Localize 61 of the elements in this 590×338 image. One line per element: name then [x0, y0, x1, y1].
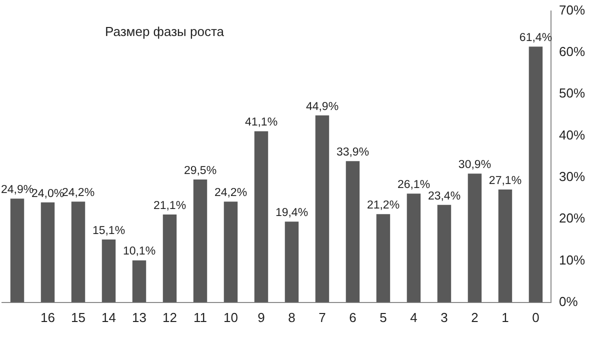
- bar: [254, 131, 268, 302]
- x-tick-label: 10: [224, 310, 238, 325]
- x-tick-label: 15: [71, 310, 86, 325]
- x-tick-label: 0: [532, 310, 540, 325]
- bar: [346, 161, 360, 302]
- x-tick-label: 4: [410, 310, 418, 325]
- x-tick-label: 2: [471, 310, 478, 325]
- bar: [406, 194, 421, 302]
- data-label: 27,1%: [488, 174, 522, 187]
- y-tick-label: 50%: [558, 86, 586, 101]
- bar: [193, 180, 208, 302]
- bar: [102, 240, 116, 302]
- x-tick-label: 14: [102, 310, 116, 325]
- x-tick-label: 16: [40, 310, 55, 325]
- data-label: 30,9%: [458, 159, 492, 172]
- y-tick-label: 30%: [558, 169, 586, 184]
- bar: [40, 202, 55, 302]
- bar: [437, 204, 452, 302]
- bar: [132, 260, 146, 302]
- y-tick-label: 20%: [558, 210, 586, 226]
- bar: [498, 190, 512, 302]
- data-label: 29,5%: [184, 164, 217, 177]
- bar: [315, 115, 330, 302]
- data-label: 61,4%: [519, 32, 552, 44]
- x-tick-label: 9: [258, 310, 265, 325]
- data-label: 41,1%: [244, 116, 278, 129]
- data-label: 10,1%: [122, 246, 156, 258]
- y-tick-label: 10%: [558, 252, 586, 268]
- data-label: 24,2%: [62, 187, 95, 200]
- data-label: 19,4%: [275, 207, 308, 220]
- bar: [284, 222, 299, 302]
- x-tick-label: 11: [193, 310, 207, 325]
- x-tick-label: 7: [318, 310, 326, 325]
- data-label: 44,9%: [306, 100, 339, 113]
- y-tick-label: 60%: [558, 44, 586, 60]
- y-tick-label: 40%: [558, 127, 586, 142]
- bar: [71, 202, 86, 302]
- x-tick-label: 3: [440, 310, 448, 325]
- bar: [376, 214, 390, 302]
- bar: [162, 214, 177, 302]
- x-tick-label: 6: [349, 310, 356, 325]
- data-label: 21,2%: [366, 200, 400, 212]
- y-tick-label: 70%: [558, 2, 586, 18]
- x-tick-label: 5: [380, 310, 387, 325]
- data-label: 21,1%: [153, 200, 186, 212]
- data-label: 15,1%: [92, 224, 126, 237]
- text: Размер фазы роста: [105, 24, 224, 39]
- x-tick-label: 13: [132, 310, 146, 325]
- bar: [468, 174, 482, 302]
- bar: [528, 46, 543, 302]
- x-tick-label: 1: [502, 310, 509, 325]
- data-label: 23,4%: [428, 190, 461, 202]
- data-label: 24,2%: [214, 187, 248, 200]
- y-tick-label: 0%: [558, 294, 578, 309]
- x-tick-label: 12: [162, 310, 177, 325]
- bar: [224, 202, 238, 302]
- data-label: 26,1%: [397, 179, 430, 192]
- bar: [10, 198, 24, 302]
- data-label: 33,9%: [336, 146, 370, 159]
- data-label: 24,0%: [31, 188, 64, 200]
- x-tick-label: 8: [288, 310, 296, 325]
